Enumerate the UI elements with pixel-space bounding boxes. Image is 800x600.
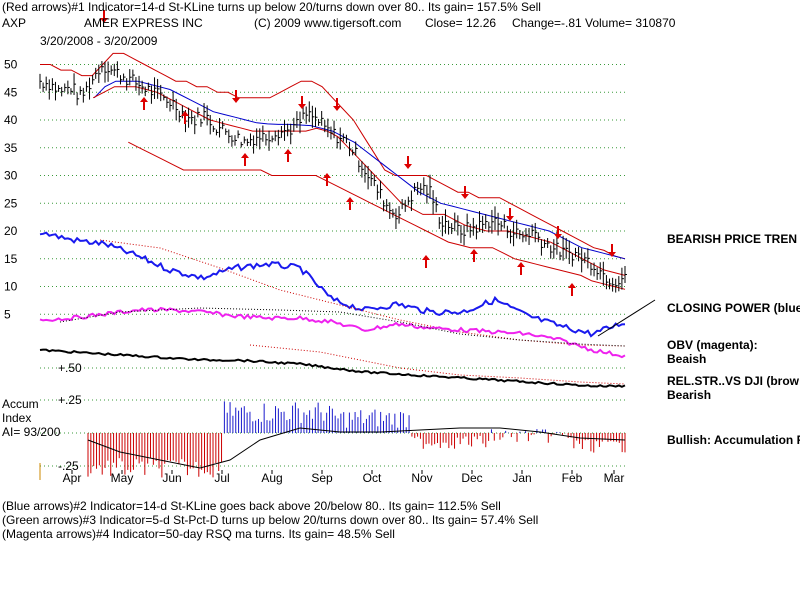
obv-line <box>39 306 626 359</box>
closing-power-pointer <box>597 299 656 337</box>
obv-ma-dotted <box>59 307 626 347</box>
upper-band-line <box>40 52 626 260</box>
month-label: Apr <box>63 471 82 485</box>
price-tick-label: 25 <box>4 196 18 210</box>
footer-line1: (Blue arrows)#2 Indicator=14-d St-KLine … <box>2 499 501 513</box>
price-tick-label: 5 <box>4 307 11 321</box>
blue-ma-line <box>93 80 626 260</box>
accum-state: Bullish: Accumulation R <box>667 433 800 447</box>
pointer-lines <box>597 299 656 337</box>
lower-band-line <box>128 141 626 290</box>
accum-ma-line <box>87 427 626 469</box>
ma-blue <box>93 80 626 260</box>
index-label: Index <box>2 411 32 425</box>
red-arrow-up-head <box>140 97 148 102</box>
red-arrow-up-head <box>517 262 525 267</box>
closing-power-line <box>39 231 626 347</box>
red-arrow-up-head <box>470 249 478 254</box>
red-arrow-down-head <box>232 98 240 103</box>
month-label: Jul <box>214 471 229 485</box>
accum-tick-label: -.25 <box>58 459 79 473</box>
month-label: Aug <box>261 471 282 485</box>
relstr-label: REL.STR..VS DJI (brow <box>667 374 800 388</box>
obv-line <box>39 306 626 359</box>
month-label: Jan <box>512 471 531 485</box>
closing-power-label: CLOSING POWER (blue <box>667 301 800 315</box>
price-tick-label: 45 <box>4 85 18 99</box>
obv-state: Beaish <box>667 352 707 366</box>
red-arrow-down-head <box>404 164 412 169</box>
price-tick-label: 50 <box>4 58 18 72</box>
relstr-state: Bearish <box>667 388 712 402</box>
arrows <box>100 10 616 296</box>
price-tick-label: 10 <box>4 280 18 294</box>
red-arrow-up-head <box>284 149 292 154</box>
month-label: Nov <box>411 471 432 485</box>
change-value: Change=-.81 <box>512 16 582 30</box>
ma-red <box>92 86 626 276</box>
accum-label: Accum <box>2 397 39 411</box>
month-label: Jun <box>162 471 181 485</box>
company-name: AMER EXPRESS INC <box>84 16 203 30</box>
red-arrow-down-head <box>506 216 514 221</box>
obv-label: OBV (magenta): <box>667 338 758 352</box>
volume-value: Volume= 310870 <box>585 16 676 30</box>
closing-power-line <box>39 231 626 338</box>
accum-tick-label: +.25 <box>58 393 82 407</box>
relstr-line <box>39 348 626 388</box>
relstr-line <box>39 344 626 388</box>
accum-histogram <box>87 401 626 478</box>
red-arrow-down-head <box>100 18 108 23</box>
red-arrow-down-head <box>554 234 562 239</box>
price-tick-label: 40 <box>4 113 18 127</box>
price-tick-label: 30 <box>4 169 18 183</box>
footer-line2: (Green arrows)#3 Indicator=5-d St-Pct-D … <box>2 513 539 527</box>
month-label: Dec <box>461 471 482 485</box>
accum-tick-label: +.50 <box>58 361 82 375</box>
red-arrow-up-head <box>346 197 354 202</box>
price-tick-label: 20 <box>4 224 18 238</box>
accum-ticks: +.50 +.25 -.25 <box>58 361 82 473</box>
upper-band <box>40 52 626 260</box>
close-value: Close= 12.26 <box>425 16 497 30</box>
date-range: 3/20/2008 - 3/20/2009 <box>40 34 158 48</box>
copyright: (C) 2009 www.tigersoft.com <box>254 16 402 30</box>
red-ma-line <box>92 86 626 276</box>
symbol: AXP <box>2 16 27 30</box>
lower-band <box>128 141 626 290</box>
month-label: Feb <box>562 471 583 485</box>
ai-value: AI= 93/200 <box>2 425 61 439</box>
accum-ma <box>39 427 626 480</box>
red-arrow-up-head <box>568 283 576 288</box>
month-label: Sep <box>311 471 333 485</box>
price-bars <box>39 61 627 293</box>
red-arrow-down-head <box>608 252 616 257</box>
red-arrow-up-head <box>241 153 249 158</box>
bearish-price-label: BEARISH PRICE TREN <box>667 232 798 246</box>
price-tick-label: 15 <box>4 252 18 266</box>
month-label: Mar <box>604 471 625 485</box>
red-arrow-up-head <box>323 173 331 178</box>
header-line1: (Red arrows)#1 Indicator=14-d St-KLine t… <box>2 0 541 14</box>
month-label: May <box>111 471 134 485</box>
price-tick-label: 35 <box>4 141 18 155</box>
month-labels: Apr May Jun Jul Aug Sep Oct Nov Dec Jan Feb Mar <box>63 471 625 485</box>
red-arrow-down-head <box>461 194 469 199</box>
red-arrow-up-head <box>422 255 430 260</box>
month-label: Oct <box>363 471 382 485</box>
red-arrow-up-head <box>181 111 189 116</box>
red-arrow-down-head <box>333 106 341 111</box>
price-ticks: 50 45 40 35 30 25 20 15 10 5 <box>4 58 18 322</box>
footer-line3: (Magenta arrows)#4 Indicator=50-day RSQ … <box>2 527 395 541</box>
red-arrow-down-head <box>298 104 306 109</box>
